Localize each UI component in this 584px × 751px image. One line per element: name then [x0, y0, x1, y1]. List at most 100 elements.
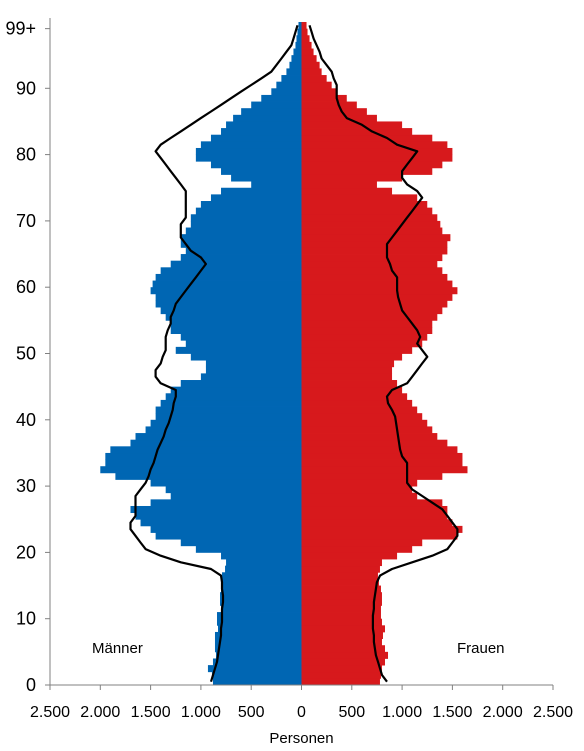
female-bar-age-45 — [301, 380, 398, 388]
male-bar-age-32 — [100, 466, 302, 474]
male-bar-age-67 — [180, 234, 302, 242]
female-bar-age-32 — [301, 466, 468, 474]
male-bar-age-96 — [295, 41, 302, 49]
male-bar-age-2 — [207, 665, 302, 673]
male-bar-age-1 — [211, 671, 302, 679]
female-bar-age-71 — [301, 207, 433, 215]
female-bar-age-43 — [301, 393, 408, 401]
male-bar-age-50 — [175, 346, 302, 354]
male-bar-age-6 — [214, 638, 302, 646]
male-bar-age-64 — [180, 254, 302, 262]
male-bar-age-30 — [150, 479, 302, 487]
female-bar-age-60 — [301, 280, 453, 288]
female-bar-age-47 — [301, 366, 393, 374]
female-bar-age-53 — [301, 326, 433, 335]
male-bar-age-18 — [226, 559, 302, 567]
x-tick-label-4: 500 — [238, 704, 265, 721]
female-bar-age-27 — [301, 499, 443, 507]
male-bar-age-77 — [221, 167, 302, 175]
female-bar-age-8 — [301, 625, 385, 633]
female-bar-age-82 — [301, 134, 433, 142]
female-bar-age-99 — [301, 22, 307, 30]
female-bar-age-54 — [301, 320, 433, 328]
female-bar-age-97 — [301, 35, 310, 43]
y-tick-labels-group: 0 10 20 30 40 50 60 70 80 90 99+ — [5, 19, 36, 695]
male-bar-age-33 — [105, 459, 302, 467]
male-bar-age-69 — [190, 220, 302, 228]
male-bar-age-24 — [140, 519, 302, 527]
female-bar-age-72 — [301, 201, 428, 209]
male-bar-age-61 — [155, 273, 302, 281]
female-bar-age-18 — [301, 559, 382, 567]
female-bar-age-89 — [301, 88, 337, 96]
male-bar-age-41 — [155, 406, 302, 414]
male-bar-age-37 — [135, 433, 302, 441]
male-bar-age-5 — [214, 645, 302, 653]
female-bar-age-19 — [301, 552, 398, 560]
male-bar-age-86 — [241, 108, 302, 116]
female-bar-age-76 — [301, 174, 403, 182]
male-bar-age-52 — [180, 333, 302, 341]
male-bar-age-9 — [216, 618, 302, 626]
female-bar-age-21 — [301, 539, 423, 547]
female-bar-age-31 — [301, 472, 443, 480]
female-bar-age-16 — [301, 572, 378, 580]
male-bar-age-4 — [215, 651, 302, 659]
male-bar-age-14 — [221, 585, 302, 593]
y-tick-label-6: 60 — [16, 277, 36, 297]
female-bar-age-6 — [301, 638, 382, 646]
female-bar-age-28 — [301, 492, 418, 500]
male-bar-age-72 — [200, 201, 302, 209]
male-bar-age-98 — [297, 28, 302, 36]
male-bar-age-95 — [293, 48, 302, 56]
female-bar-age-7 — [301, 631, 383, 639]
female-bar-age-0 — [301, 678, 380, 686]
female-bar-age-62 — [301, 267, 443, 275]
x-tick-label-3: 1.000 — [181, 704, 221, 721]
y-tick-label-4: 40 — [16, 410, 36, 430]
female-bar-age-1 — [301, 671, 381, 679]
male-bar-age-89 — [271, 88, 302, 96]
male-bar-age-65 — [185, 247, 302, 255]
female-bar-age-40 — [301, 413, 423, 421]
female-bar-age-26 — [301, 505, 448, 514]
male-bar-age-15 — [222, 578, 302, 586]
male-bar-age-74 — [221, 187, 302, 195]
male-bar-age-60 — [152, 280, 302, 288]
male-bar-age-16 — [222, 572, 302, 580]
x-tick-labels-group: 2.500 2.000 1.500 1.000 500 0 500 1.000 1.500 2.0… — [30, 704, 573, 721]
female-bar-age-51 — [301, 340, 423, 348]
legend-label-female: Frauen — [457, 640, 505, 657]
female-bar-age-38 — [301, 426, 433, 434]
male-bars-group — [100, 22, 302, 686]
female-bar-age-55 — [301, 313, 438, 321]
female-bar-age-68 — [301, 227, 443, 235]
female-bar-age-69 — [301, 220, 441, 228]
female-bar-age-29 — [301, 486, 413, 494]
female-bar-age-56 — [301, 307, 443, 315]
female-bar-age-23 — [301, 525, 463, 533]
female-bar-age-12 — [301, 598, 382, 606]
female-bar-age-24 — [301, 519, 453, 527]
male-bar-age-99 — [298, 22, 302, 30]
male-bar-age-26 — [130, 505, 302, 514]
male-bar-age-20 — [195, 545, 302, 553]
female-bar-age-67 — [301, 234, 451, 242]
female-bar-age-15 — [301, 578, 379, 586]
y-tick-label-10: 99+ — [5, 19, 36, 39]
female-bar-age-35 — [301, 446, 458, 454]
x-tick-label-9: 2.000 — [483, 704, 523, 721]
male-bar-age-46 — [200, 373, 302, 381]
female-bar-age-83 — [301, 128, 413, 136]
male-bar-age-84 — [226, 121, 302, 129]
female-bar-age-20 — [301, 545, 413, 553]
male-bar-age-21 — [180, 539, 302, 547]
male-bar-age-94 — [291, 55, 302, 63]
outline-line-left — [129, 24, 299, 683]
female-bar-age-73 — [301, 194, 418, 202]
female-bar-age-77 — [301, 167, 433, 175]
female-bar-age-58 — [301, 293, 453, 301]
male-bar-age-35 — [110, 446, 302, 454]
